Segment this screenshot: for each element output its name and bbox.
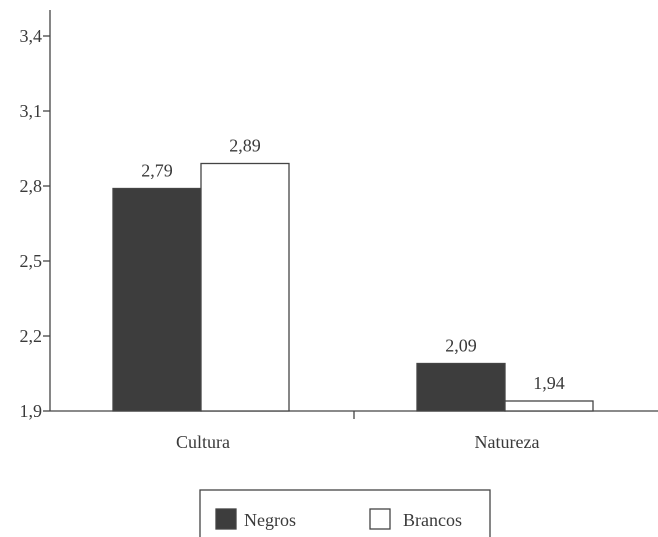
bar-negros-cultura	[112, 187, 202, 412]
y-tick-label: 2,5	[20, 251, 43, 271]
legend-swatch-negros	[215, 508, 237, 530]
y-tick-label: 1,9	[20, 401, 43, 421]
y-tick-label: 3,4	[20, 26, 43, 46]
x-category-label: Cultura	[176, 432, 230, 452]
data-labels: 2,79 2,89 2,09 1,94	[141, 136, 565, 394]
bar-brancos-cultura	[200, 162, 290, 412]
bars	[112, 162, 594, 412]
legend-label-negros: Negros	[244, 510, 296, 530]
legend-label-brancos: Brancos	[403, 510, 462, 530]
bar-brancos-natureza	[504, 400, 594, 412]
x-category-label: Natureza	[475, 432, 540, 452]
bar-negros-natureza	[416, 362, 506, 412]
data-label: 2,89	[229, 136, 261, 156]
y-tick-label: 2,8	[20, 176, 43, 196]
data-label: 2,79	[141, 161, 173, 181]
legend: Negros Brancos	[199, 489, 491, 537]
y-axis: 1,9 2,2 2,5 2,8 3,1 3,4	[20, 10, 51, 421]
y-tick-label: 2,2	[20, 326, 43, 346]
data-label: 1,94	[533, 373, 565, 393]
x-axis: Cultura Natureza	[50, 410, 658, 452]
legend-swatch-brancos	[369, 508, 391, 530]
legend-box	[199, 489, 491, 537]
data-label: 2,09	[445, 336, 477, 356]
y-tick-label: 3,1	[20, 101, 43, 121]
